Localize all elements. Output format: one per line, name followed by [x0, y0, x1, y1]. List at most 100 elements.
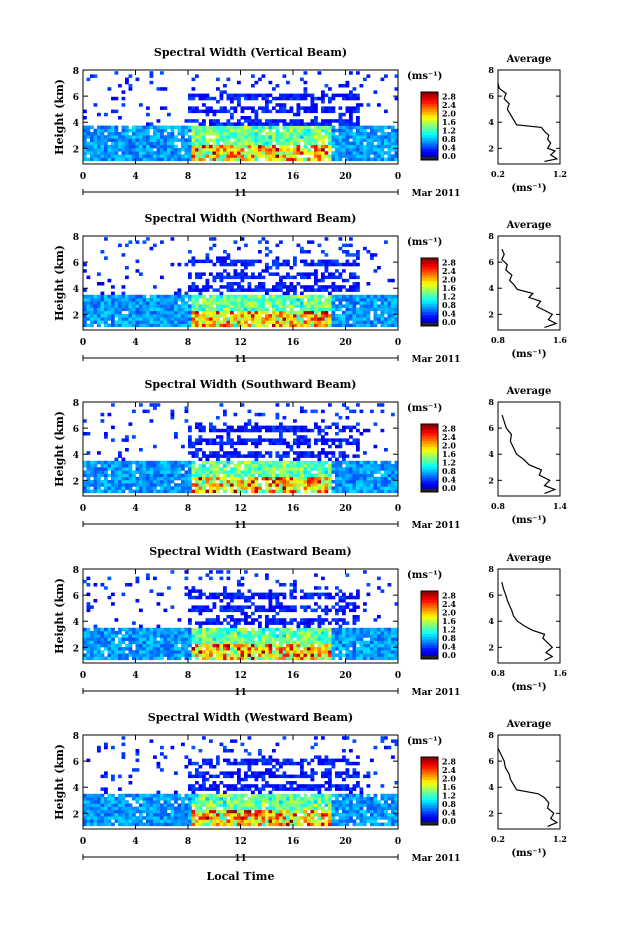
- heatmap-cell: [142, 409, 147, 414]
- heatmap-cell: [216, 314, 220, 318]
- heatmap-cell: [380, 483, 385, 487]
- heatmap-cell: [100, 148, 105, 152]
- heatmap-cell: [188, 310, 192, 315]
- heatmap-cell: [293, 294, 297, 299]
- heatmap-cell: [139, 132, 143, 136]
- panel-title: Spectral Width (Eastward Beam): [149, 545, 351, 558]
- heatmap-cell: [181, 298, 185, 302]
- heatmap-cell: [202, 138, 206, 142]
- heatmap-cell: [226, 470, 231, 474]
- heatmap-cell: [146, 631, 150, 635]
- heatmap-cell: [177, 320, 182, 324]
- heatmap-cell: [167, 656, 171, 661]
- heatmap-cell: [275, 307, 280, 312]
- heatmap-cell: [247, 451, 252, 455]
- heatmap-cell: [170, 460, 175, 465]
- heatmap-cell: [219, 444, 224, 449]
- heatmap-cell: [237, 298, 241, 302]
- heatmap-cell: [107, 154, 112, 158]
- heatmap-cell: [303, 109, 308, 114]
- heatmap-cell: [100, 151, 105, 155]
- heatmap-cell: [303, 301, 308, 305]
- heatmap-cell: [321, 294, 325, 299]
- heatmap-cell: [118, 301, 122, 305]
- heatmap-cell: [230, 595, 234, 600]
- heatmap-cell: [247, 595, 252, 600]
- heatmap-cell: [125, 627, 129, 632]
- heatmap-cell: [202, 592, 206, 597]
- heatmap-cell: [114, 470, 119, 474]
- heatmap-cell: [258, 428, 262, 433]
- heatmap-cell: [170, 138, 175, 142]
- heatmap-cell: [237, 489, 241, 494]
- heatmap-cell: [135, 151, 140, 155]
- heatmap-cell: [114, 157, 119, 162]
- heatmap-cell: [377, 480, 381, 484]
- heatmap-cell: [195, 301, 199, 305]
- heatmap-cell: [254, 122, 259, 126]
- heatmap-cell: [244, 151, 248, 155]
- heatmap-cell: [93, 314, 98, 318]
- heatmap-cell: [258, 627, 262, 632]
- heatmap-cell: [163, 627, 168, 632]
- colorbar-swatch: [421, 463, 438, 467]
- heatmap-cell: [352, 148, 357, 152]
- heatmap-cell: [170, 314, 175, 318]
- heatmap-cell: [135, 483, 140, 487]
- heatmap-cell: [223, 643, 227, 648]
- heatmap-cell: [223, 317, 227, 321]
- heatmap-cell: [184, 470, 189, 474]
- heatmap-cell: [352, 473, 357, 478]
- heatmap-cell: [209, 608, 213, 613]
- heatmap-cell: [373, 157, 378, 162]
- heatmap-cell: [216, 77, 220, 82]
- heatmap-cell: [363, 125, 367, 130]
- heatmap-cell: [202, 605, 206, 609]
- heatmap-cell: [198, 272, 203, 276]
- heatmap-cell: [128, 148, 133, 152]
- heatmap-cell: [174, 640, 178, 645]
- heatmap-cell: [356, 256, 360, 260]
- heatmap-cell: [254, 288, 259, 292]
- heatmap-cell: [93, 132, 98, 136]
- heatmap-cell: [240, 618, 245, 622]
- heatmap-cell: [254, 483, 259, 487]
- heatmap-cell: [212, 631, 217, 635]
- heatmap-cell: [142, 473, 147, 478]
- heatmap-cell: [100, 480, 105, 484]
- heatmap-cell: [244, 483, 248, 487]
- heatmap-cell: [212, 470, 217, 474]
- heatmap-cell: [90, 307, 94, 312]
- heatmap-cell: [258, 304, 262, 308]
- heatmap-cell: [240, 483, 245, 487]
- heatmap-cell: [349, 473, 353, 478]
- heatmap-cell: [366, 125, 371, 130]
- heatmap-cell: [86, 627, 91, 632]
- heatmap-cell: [212, 141, 217, 146]
- heatmap-cell: [247, 621, 252, 625]
- heatmap-cell: [289, 643, 294, 648]
- heatmap-cell: [349, 243, 353, 248]
- heatmap-cell: [261, 93, 266, 98]
- heatmap-cell: [335, 128, 339, 133]
- heatmap-cell: [202, 451, 206, 455]
- colorbar-swatch: [421, 123, 438, 127]
- heatmap-cell: [181, 317, 185, 321]
- heatmap-cell: [118, 243, 122, 248]
- heatmap-cell: [391, 132, 395, 136]
- heatmap-cell: [219, 605, 224, 609]
- heatmap-cell: [261, 605, 266, 609]
- heatmap-cell: [226, 151, 231, 155]
- heatmap-cell: [324, 483, 329, 487]
- heatmap-cell: [181, 631, 185, 635]
- colorbar-tick-label: 2.4: [442, 100, 456, 110]
- heatmap-cell: [93, 583, 98, 587]
- heatmap-cell: [163, 489, 168, 494]
- heatmap-cell: [289, 109, 294, 114]
- heatmap-cell: [188, 656, 192, 661]
- heatmap-cell: [198, 489, 203, 494]
- heatmap-cell: [195, 605, 199, 609]
- heatmap-cell: [156, 627, 161, 632]
- heatmap-cell: [90, 480, 94, 484]
